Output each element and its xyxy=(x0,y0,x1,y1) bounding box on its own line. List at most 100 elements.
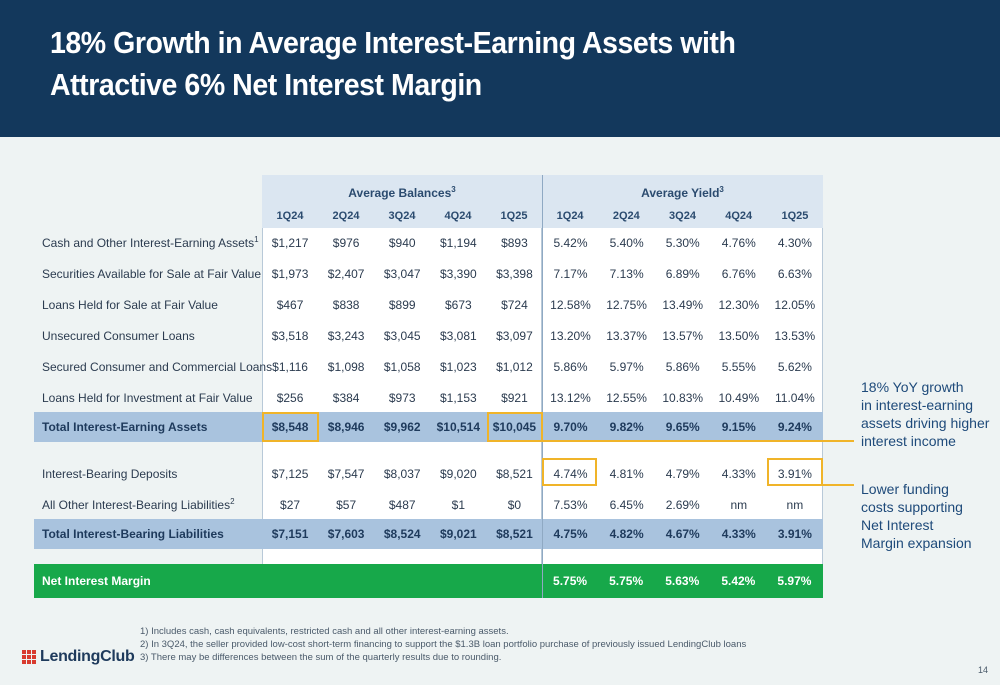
yield-cell: 4.33% xyxy=(721,527,756,541)
yield-cell: 9.24% xyxy=(777,420,812,434)
growth-callout: 18% YoY growth in interest-earning assets … xyxy=(861,378,989,450)
balance-cell: $899 xyxy=(388,297,416,312)
row-label-text: Unsecured Consumer Loans xyxy=(42,328,195,343)
yield-cell: 6.89% xyxy=(665,266,700,281)
yield-header-label: Average Yield xyxy=(641,186,720,200)
yield-cell: 9.70% xyxy=(553,420,588,434)
balance-cell: $8,521 xyxy=(496,527,533,541)
balance-cell: $467 xyxy=(276,297,304,312)
table-row: Loans Held for Investment at Fair Value $… xyxy=(34,382,823,413)
nim-yield-cell: 5.97% xyxy=(777,574,812,588)
table-row: Loans Held for Sale at Fair Value $467 $83… xyxy=(34,289,823,320)
table-row: Securities Available for Sale at Fair Va… xyxy=(34,258,823,289)
yield-quarter-1q25: 1Q25 xyxy=(781,210,809,222)
funding-callout-line: costs supporting xyxy=(861,499,963,515)
yield-cell: 7.53% xyxy=(553,497,588,512)
yield-cell: 4.30% xyxy=(777,235,812,250)
balance-cell: $8,037 xyxy=(383,466,421,481)
row-label-text: Loans Held for Investment at Fair Value xyxy=(42,390,253,405)
yield-cell: 10.49% xyxy=(718,390,760,405)
funding-connector xyxy=(822,484,854,486)
row-label-text: Total Interest-Earning Assets xyxy=(42,420,208,434)
row-label: Interest-Bearing Deposits xyxy=(34,467,262,481)
balances-quarter-1q25: 1Q25 xyxy=(500,210,528,222)
yield-cell: 12.05% xyxy=(774,297,816,312)
row-label: Securities Available for Sale at Fair Va… xyxy=(34,267,262,281)
yield-cell: 10.83% xyxy=(662,390,704,405)
yield-cell: 12.55% xyxy=(606,390,647,405)
row-label: Total Interest-Earning Assets xyxy=(34,420,262,434)
balance-cell: $8,946 xyxy=(327,420,365,434)
yield-cell: 7.13% xyxy=(609,266,644,281)
balance-cell: $673 xyxy=(444,297,472,312)
balance-cell: $921 xyxy=(501,390,528,405)
balance-cell: $3,081 xyxy=(439,328,477,343)
table-row: Interest-Bearing Deposits $7,125 $7,547 $8,… xyxy=(34,458,823,489)
balances-quarter-4q24: 4Q24 xyxy=(444,210,472,222)
row-label-text: Secured Consumer and Commercial Loans xyxy=(42,359,273,374)
row-label: Loans Held for Sale at Fair Value xyxy=(34,298,262,312)
row-label-text: Securities Available for Sale at Fair Va… xyxy=(42,266,262,281)
balance-cell: $3,243 xyxy=(327,328,365,343)
yield-cell: 13.49% xyxy=(662,297,704,312)
balance-cell: $1 xyxy=(451,497,465,512)
balance-cell: $3,390 xyxy=(439,266,477,281)
yield-cell: 5.42% xyxy=(553,235,588,250)
yield-cell: 5.97% xyxy=(609,359,644,374)
yield-footnote-ref: 3 xyxy=(719,185,724,194)
yield-cell: 5.86% xyxy=(665,359,700,374)
funding-callout: Lower funding costs supporting Net Interes… xyxy=(861,480,972,552)
balance-cell: $838 xyxy=(332,297,360,312)
title-line-2: Attractive 6% Net Interest Margin xyxy=(50,67,482,102)
table-total-row: Total Interest-Earning Assets $8,548 $8,94… xyxy=(34,412,823,442)
yield-quarter-1q24: 1Q24 xyxy=(556,210,584,222)
balance-cell: $3,045 xyxy=(383,328,421,343)
yield-cell: 13.50% xyxy=(718,328,760,343)
yield-cell: 5.40% xyxy=(609,235,644,250)
yield-cell: 4.75% xyxy=(553,527,588,541)
balance-cell: $10,514 xyxy=(436,420,481,434)
row-label-text: All Other Interest-Bearing Liabilities xyxy=(42,498,231,512)
table-row: All Other Interest-Bearing Liabilities2 $… xyxy=(34,489,823,520)
balance-cell: $57 xyxy=(336,497,357,512)
yield-cell: 12.75% xyxy=(606,297,647,312)
balance-cell: $893 xyxy=(501,235,528,250)
funding-callout-line: Lower funding xyxy=(861,481,949,497)
balance-cell: $1,023 xyxy=(439,359,477,374)
yield-cell: 13.37% xyxy=(606,328,647,343)
yield-cell: 4.81% xyxy=(609,466,644,481)
balance-cell: $976 xyxy=(332,235,360,250)
balance-cell: $1,194 xyxy=(439,235,477,250)
row-label-text: Total Interest-Bearing Liabilities xyxy=(42,527,224,541)
balance-cell: $7,151 xyxy=(271,527,309,541)
yield-cell: 13.57% xyxy=(662,328,704,343)
balance-cell: $1,217 xyxy=(271,235,309,250)
balance-cell: $27 xyxy=(280,497,301,512)
nim-yield-cell: 5.63% xyxy=(665,574,700,588)
yield-cell: nm xyxy=(786,497,804,512)
growth-connector xyxy=(543,440,854,442)
balances-quarter-header: 1Q24 2Q24 3Q24 4Q24 1Q25 xyxy=(262,204,542,228)
yield-cell: 3.91% xyxy=(777,527,812,541)
yield-cell: 4.74% xyxy=(553,466,588,481)
balance-cell: $3,518 xyxy=(271,328,309,343)
logo-text: LendingClub xyxy=(40,648,135,665)
yield-cell: 7.17% xyxy=(553,266,588,281)
balance-cell: $9,962 xyxy=(383,420,421,434)
balance-cell: $2,407 xyxy=(327,266,365,281)
balances-quarter-1q24: 1Q24 xyxy=(276,210,304,222)
yield-cell: 6.45% xyxy=(609,497,644,512)
balance-cell: $1,973 xyxy=(271,266,309,281)
yield-cell: 4.33% xyxy=(721,466,756,481)
balance-cell: $9,021 xyxy=(439,527,477,541)
footnote-3: 3) There may be differences between the … xyxy=(140,652,502,663)
logo-mark-icon xyxy=(22,650,36,664)
yield-cell: 11.04% xyxy=(774,390,815,405)
title-banner: 18% Growth in Average Interest-Earning A… xyxy=(0,0,1000,137)
yield-cell: 13.12% xyxy=(550,390,591,405)
balance-cell: $9,020 xyxy=(439,466,477,481)
balances-header-label: Average Balances xyxy=(348,186,452,200)
footnote-1: 1) Includes cash, cash equivalents, rest… xyxy=(140,626,509,637)
row-label: Total Interest-Bearing Liabilities xyxy=(34,527,262,541)
nim-yield-cell: 5.42% xyxy=(721,574,756,588)
